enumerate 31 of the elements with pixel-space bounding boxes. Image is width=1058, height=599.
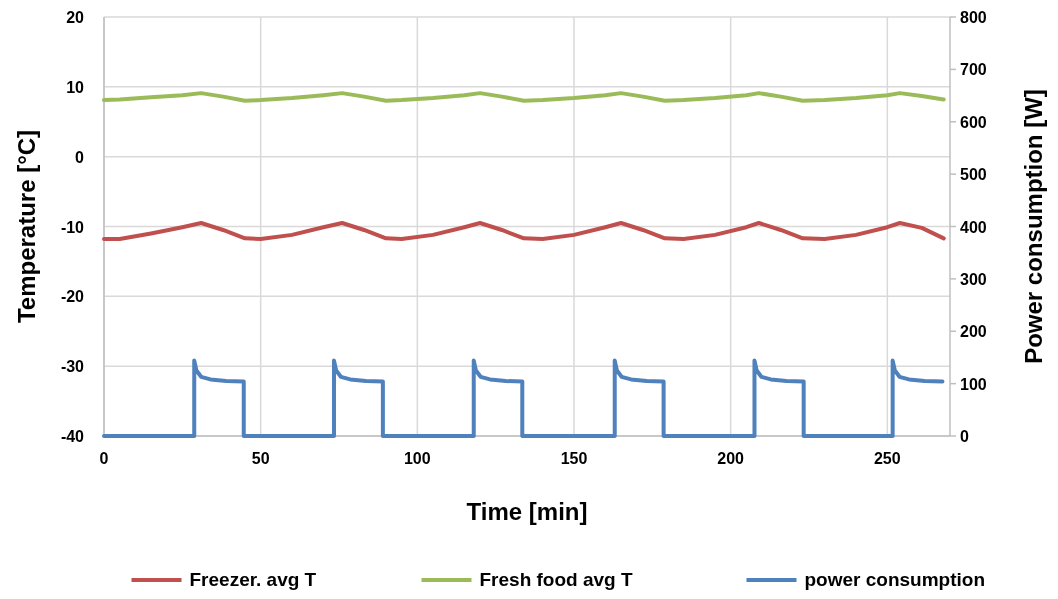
y-tick-label: 10 (66, 78, 85, 96)
legend-label: Fresh food avg T (479, 569, 633, 590)
line-series (102, 91, 946, 103)
y2-tick-label: 700 (960, 61, 987, 79)
y2-tick-label: 500 (960, 166, 987, 184)
y-tick-label: 20 (66, 9, 85, 26)
y2-tick-label: 800 (960, 9, 987, 26)
legend-label: Freezer. avg T (189, 569, 317, 590)
x-axis-title: Time [min] (466, 498, 588, 525)
y2-tick-label: 400 (960, 218, 987, 236)
y2-tick-label: 0 (960, 428, 969, 445)
y-tick-label: -10 (60, 218, 85, 236)
y2-tick-label: 200 (960, 323, 987, 341)
y2-tick-label: 600 (960, 113, 987, 131)
y2-tick-label: 100 (960, 375, 987, 393)
line-series (102, 221, 946, 242)
y-tick-label: -30 (60, 358, 85, 376)
y-axis-title: Temperature [°C] (13, 129, 40, 324)
y-tick-label: -40 (60, 428, 85, 445)
y2-tick-label: 300 (960, 270, 987, 288)
x-tick-label: 50 (251, 450, 270, 467)
legend-label: power consumption (804, 569, 985, 590)
y2-axis-title: Power consumption [W] (1020, 89, 1047, 364)
x-tick-label: 150 (560, 450, 588, 467)
x-tick-label: 100 (403, 450, 431, 467)
y-tick-label: -20 (60, 288, 85, 306)
x-tick-label: 200 (717, 450, 745, 467)
y-tick-label: 0 (75, 148, 85, 166)
x-tick-label: 0 (99, 450, 109, 467)
line-series (102, 358, 945, 438)
x-tick-label: 250 (873, 450, 901, 467)
